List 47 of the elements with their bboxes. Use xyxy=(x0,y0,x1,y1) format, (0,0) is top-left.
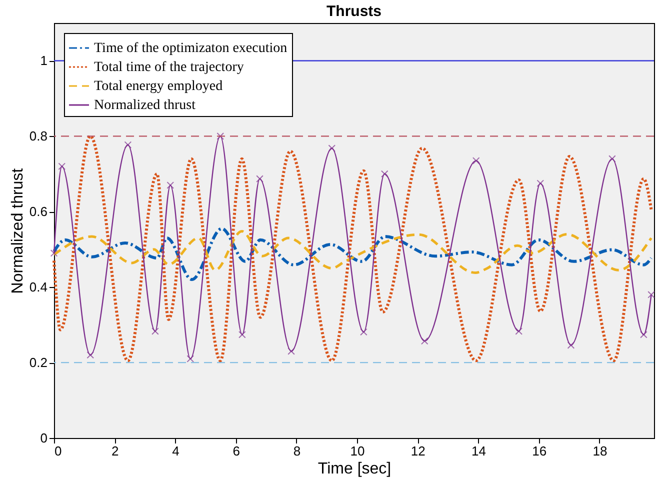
y-tick-label: 0.4 xyxy=(29,280,48,295)
x-tick-label: 10 xyxy=(350,444,365,458)
chart-title: Thrusts xyxy=(326,3,382,20)
point xyxy=(256,175,264,182)
point xyxy=(640,330,648,338)
x-tick-label: 4 xyxy=(172,444,180,458)
point xyxy=(124,141,132,149)
x-tick-label: 8 xyxy=(293,444,301,458)
x-tick-label: 2 xyxy=(111,444,119,458)
legend-label: Total time of the trajectory xyxy=(94,60,244,75)
point xyxy=(328,144,336,152)
point xyxy=(536,180,544,188)
point xyxy=(648,290,655,298)
point xyxy=(380,170,388,178)
point xyxy=(50,249,58,257)
point xyxy=(186,355,194,362)
point xyxy=(567,342,575,349)
y-tick-label: 0.2 xyxy=(29,355,48,370)
point xyxy=(420,337,428,345)
legend-label: Time of the optimizaton execution xyxy=(94,41,288,56)
point xyxy=(216,132,224,140)
point xyxy=(58,162,66,170)
legend-label: Normalized thrust xyxy=(94,98,196,113)
point xyxy=(360,328,368,336)
line-series xyxy=(52,227,653,282)
line-series xyxy=(52,230,653,274)
x-tick-label: 6 xyxy=(232,444,240,458)
y-tick-label: 0.8 xyxy=(29,128,48,144)
point xyxy=(152,328,159,335)
point xyxy=(515,328,523,335)
point xyxy=(166,182,174,189)
x-tick-label: 12 xyxy=(410,444,426,458)
y-tick-label: 1 xyxy=(40,53,48,68)
y-tick-label: 0 xyxy=(40,430,48,446)
point xyxy=(472,157,480,164)
x-axis-title: Time [sec] xyxy=(318,460,392,478)
y-tick-label: 0.6 xyxy=(29,204,48,220)
point xyxy=(238,330,246,338)
x-tick-label: 16 xyxy=(532,444,547,458)
legend-label: Total energy employed xyxy=(94,79,223,94)
x-tick-label: 0 xyxy=(54,444,62,458)
point xyxy=(288,348,295,355)
x-tick-label: 14 xyxy=(472,444,486,458)
y-axis-title: Normalized thrust xyxy=(9,168,26,294)
x-tick-label: 18 xyxy=(592,444,608,458)
point xyxy=(86,351,94,359)
point xyxy=(608,155,616,162)
